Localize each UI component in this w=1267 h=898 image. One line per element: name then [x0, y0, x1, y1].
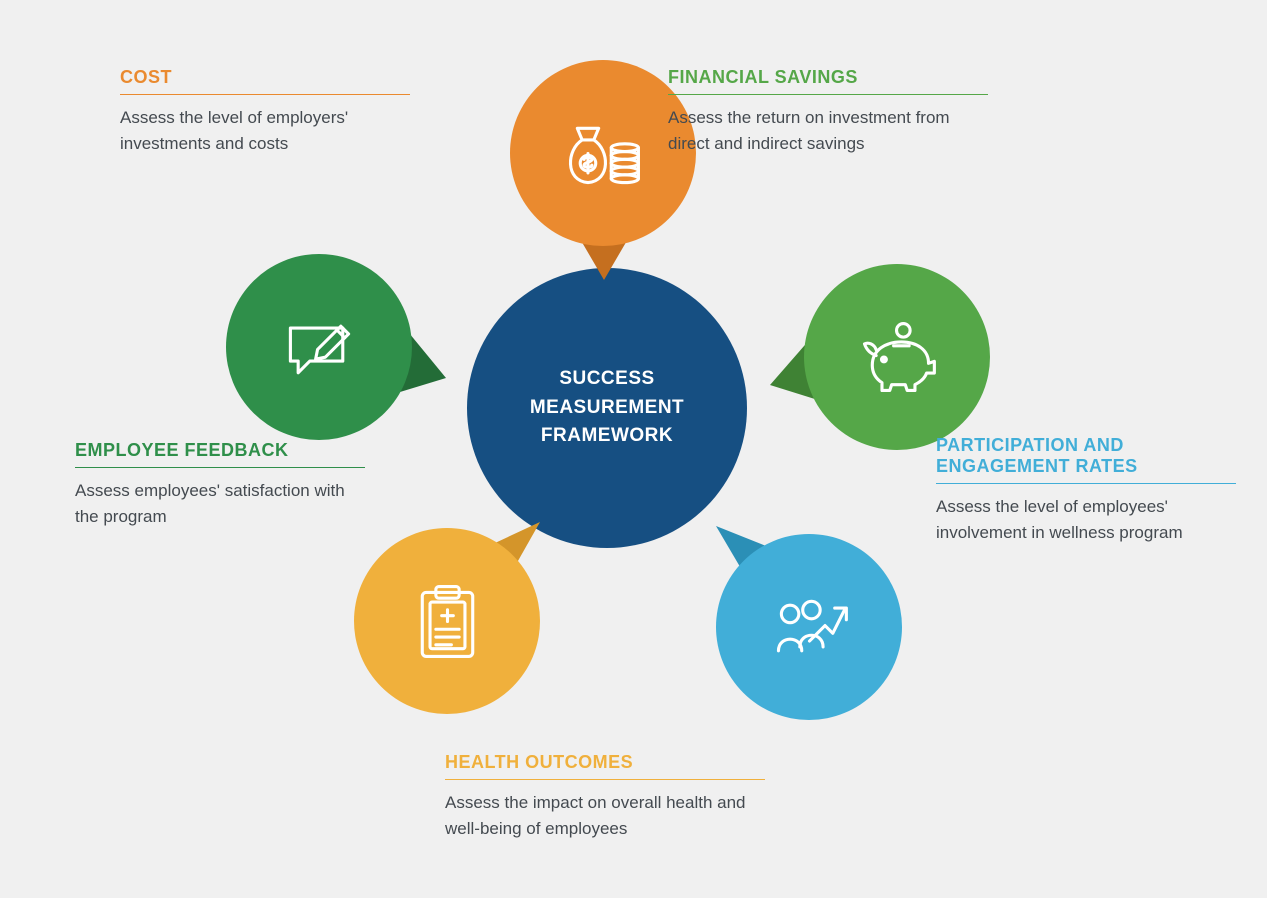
center-line-1: SUCCESS — [530, 365, 684, 394]
employee_feedback-title: EMPLOYEE FEEDBACK — [75, 440, 365, 468]
cost-desc: Assess the level of employers' investmen… — [120, 105, 410, 158]
employee_feedback-desc: Assess employees' satisfaction with the … — [75, 478, 365, 531]
financial_savings-icon — [849, 309, 946, 406]
financial_savings-label: FINANCIAL SAVINGS Assess the return on in… — [668, 67, 988, 158]
cost-label: COST Assess the level of employers' inves… — [120, 67, 410, 158]
employee_feedback-node — [226, 254, 412, 440]
financial_savings-desc: Assess the return on investment from dir… — [668, 105, 988, 158]
cost-title: COST — [120, 67, 410, 95]
center-circle: SUCCESS MEASUREMENT FRAMEWORK — [467, 268, 747, 548]
participation-node — [716, 534, 902, 720]
cost-icon — [555, 105, 652, 202]
infographic-stage: SUCCESS MEASUREMENT FRAMEWORK COSTAsse — [0, 0, 1267, 898]
center-title: SUCCESS MEASUREMENT FRAMEWORK — [520, 365, 694, 451]
employee_feedback-icon — [271, 299, 368, 396]
employee_feedback-label: EMPLOYEE FEEDBACK Assess employees' satis… — [75, 440, 365, 531]
participation-icon — [761, 579, 858, 676]
financial_savings-title: FINANCIAL SAVINGS — [668, 67, 988, 95]
center-line-3: FRAMEWORK — [530, 422, 684, 451]
health_outcomes-label: HEALTH OUTCOMES Assess the impact on over… — [445, 752, 765, 843]
participation-title: PARTICIPATION AND ENGAGEMENT RATES — [936, 435, 1236, 484]
health_outcomes-title: HEALTH OUTCOMES — [445, 752, 765, 780]
health_outcomes-desc: Assess the impact on overall health and … — [445, 790, 765, 843]
financial_savings-node — [804, 264, 990, 450]
participation-desc: Assess the level of employees' involveme… — [936, 494, 1236, 547]
center-line-2: MEASUREMENT — [530, 394, 684, 423]
health_outcomes-node — [354, 528, 540, 714]
health_outcomes-icon — [399, 573, 496, 670]
participation-label: PARTICIPATION AND ENGAGEMENT RATES Assess… — [936, 435, 1236, 547]
